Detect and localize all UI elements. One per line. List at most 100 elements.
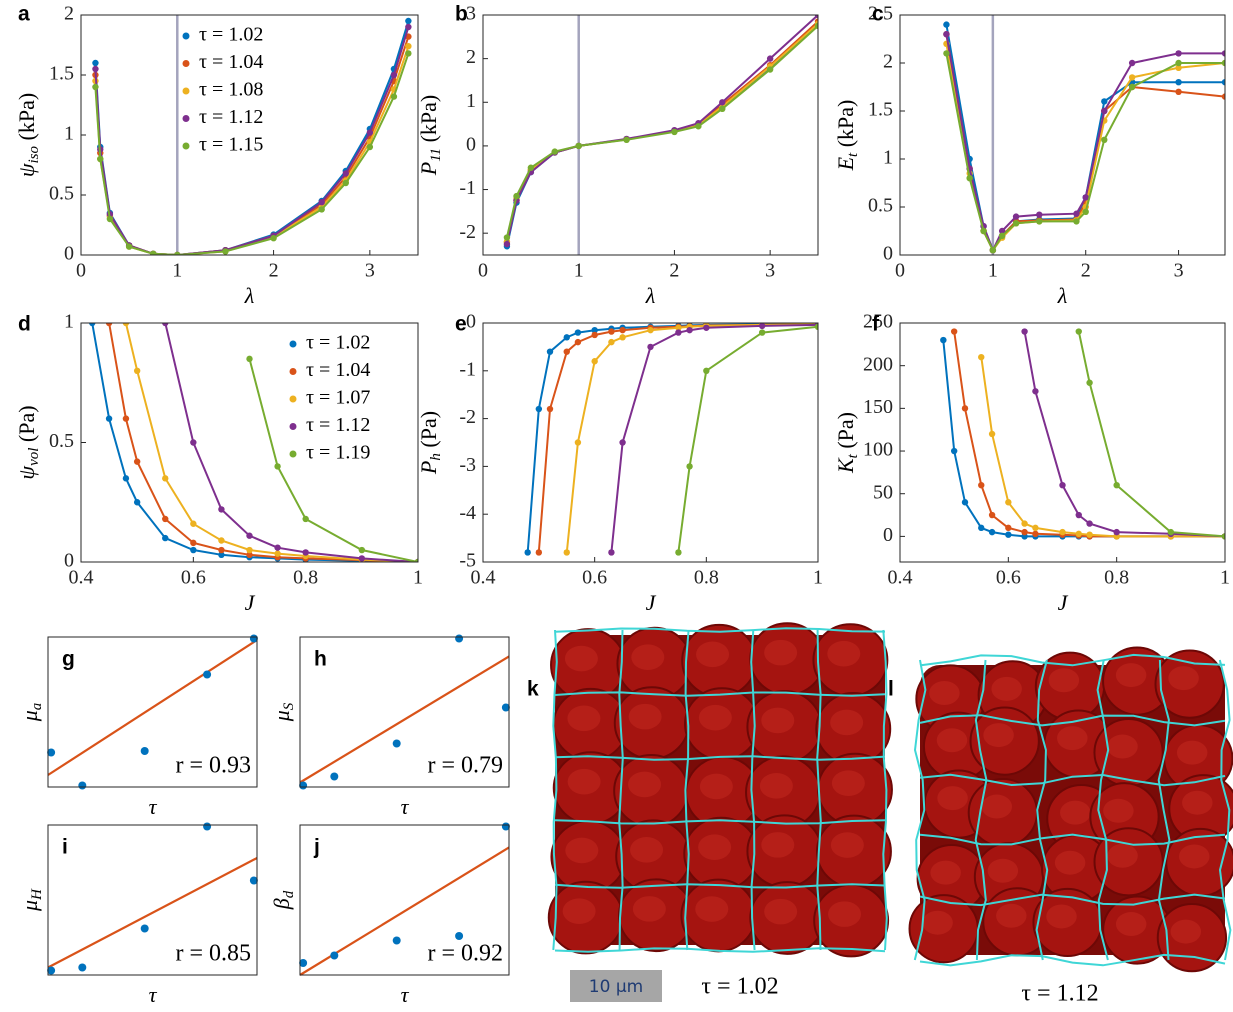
y-label-subscript: S — [281, 702, 297, 710]
fiber — [974, 659, 988, 961]
data-point — [1059, 528, 1066, 536]
data-point — [814, 15, 818, 19]
x-axis-label: τ — [149, 982, 158, 1007]
cell-highlight — [562, 898, 596, 924]
cell-highlight — [1182, 790, 1213, 815]
cell-highlight — [1179, 844, 1210, 869]
y-tick-label: -4 — [459, 502, 476, 524]
x-tick-label: 0.6 — [996, 567, 1021, 589]
panel-letter: d — [18, 313, 31, 336]
data-point — [203, 670, 212, 679]
data-point — [1221, 79, 1225, 86]
data-point — [246, 532, 253, 539]
data-point — [246, 546, 253, 554]
data-point — [122, 323, 130, 327]
data-point — [1175, 50, 1182, 57]
data-point — [943, 21, 950, 28]
data-point — [1012, 220, 1020, 227]
series-line — [565, 323, 818, 553]
y-label-subscript: t — [845, 152, 861, 157]
legend-label: τ = 1.12 — [199, 106, 263, 128]
data-point — [513, 192, 520, 200]
y-label-subscript: d — [281, 890, 297, 898]
axes-frame — [80, 322, 419, 563]
data-point — [1075, 328, 1082, 335]
data-point — [1128, 74, 1136, 81]
data-point — [174, 251, 181, 255]
cell-highlight — [631, 644, 665, 671]
legend-label: τ = 1.04 — [199, 51, 263, 73]
y-label-subscript: a — [29, 703, 45, 711]
data-point — [274, 550, 281, 557]
axes-frame — [482, 322, 819, 563]
axes-frame — [899, 322, 1226, 563]
data-point — [703, 324, 710, 331]
x-axis-label: τ — [149, 794, 158, 819]
fiber — [618, 629, 624, 951]
y-tick-label: 50 — [873, 481, 893, 503]
data-point — [249, 876, 258, 885]
x-tick-label: 1 — [574, 260, 584, 282]
data-point — [675, 324, 682, 331]
panel-letter: f — [872, 313, 880, 336]
cell-highlight — [761, 707, 795, 734]
y-axis-label: μS — [269, 702, 297, 722]
x-tick-label: 2 — [669, 260, 679, 282]
data-point — [1075, 530, 1082, 538]
y-tick-label: 0 — [64, 550, 74, 572]
fiber — [913, 659, 927, 961]
data-point — [190, 439, 197, 446]
fiber — [882, 629, 888, 951]
data-point — [122, 475, 130, 482]
cell-highlight — [1107, 734, 1138, 759]
data-point — [758, 323, 766, 330]
cell-highlight — [827, 640, 861, 667]
y-tick-label: 1 — [883, 147, 893, 169]
annotation: r = 0.93 — [175, 753, 251, 779]
fiber — [554, 627, 886, 633]
y-axis-label: μH — [17, 888, 45, 912]
data-point — [47, 966, 56, 975]
x-tick-label: 3 — [765, 260, 775, 282]
legend-label: τ = 1.07 — [306, 387, 370, 409]
panel-letter: h — [314, 648, 327, 671]
data-point — [1221, 50, 1225, 57]
fiber — [554, 947, 886, 953]
legend-marker — [182, 142, 190, 150]
data-point — [133, 499, 141, 506]
panel-letter: a — [18, 3, 30, 26]
data-point — [551, 148, 558, 155]
data-point — [719, 105, 726, 113]
legend-label: τ = 1.02 — [306, 332, 370, 354]
data-point — [1032, 388, 1039, 395]
cell-highlight — [1176, 740, 1208, 765]
data-point — [392, 936, 401, 945]
y-tick-label: 100 — [863, 439, 893, 461]
fiber — [919, 893, 1226, 907]
cell-highlight — [761, 832, 795, 858]
cell-highlight — [983, 723, 1014, 748]
data-point — [758, 329, 766, 336]
series-line — [91, 323, 418, 562]
cell-highlight — [937, 786, 968, 811]
cell-highlight — [1103, 798, 1134, 823]
cell-highlight — [565, 837, 599, 864]
data-point — [302, 549, 309, 556]
data-point — [125, 243, 133, 250]
fiber — [750, 629, 756, 951]
y-label-subscript: iso — [26, 145, 42, 163]
data-point — [1221, 93, 1225, 100]
data-point — [162, 515, 169, 523]
data-point — [950, 328, 958, 335]
x-tick-label: 0.4 — [888, 567, 913, 589]
cell-highlight — [922, 910, 953, 935]
plot-area — [503, 15, 818, 255]
cell-highlight — [1115, 663, 1147, 688]
data-point — [140, 747, 149, 755]
data-point — [978, 353, 985, 361]
cell-highlight — [628, 771, 662, 798]
y-tick-label: -1 — [459, 177, 476, 199]
data-point — [92, 83, 99, 91]
data-point — [719, 99, 726, 106]
